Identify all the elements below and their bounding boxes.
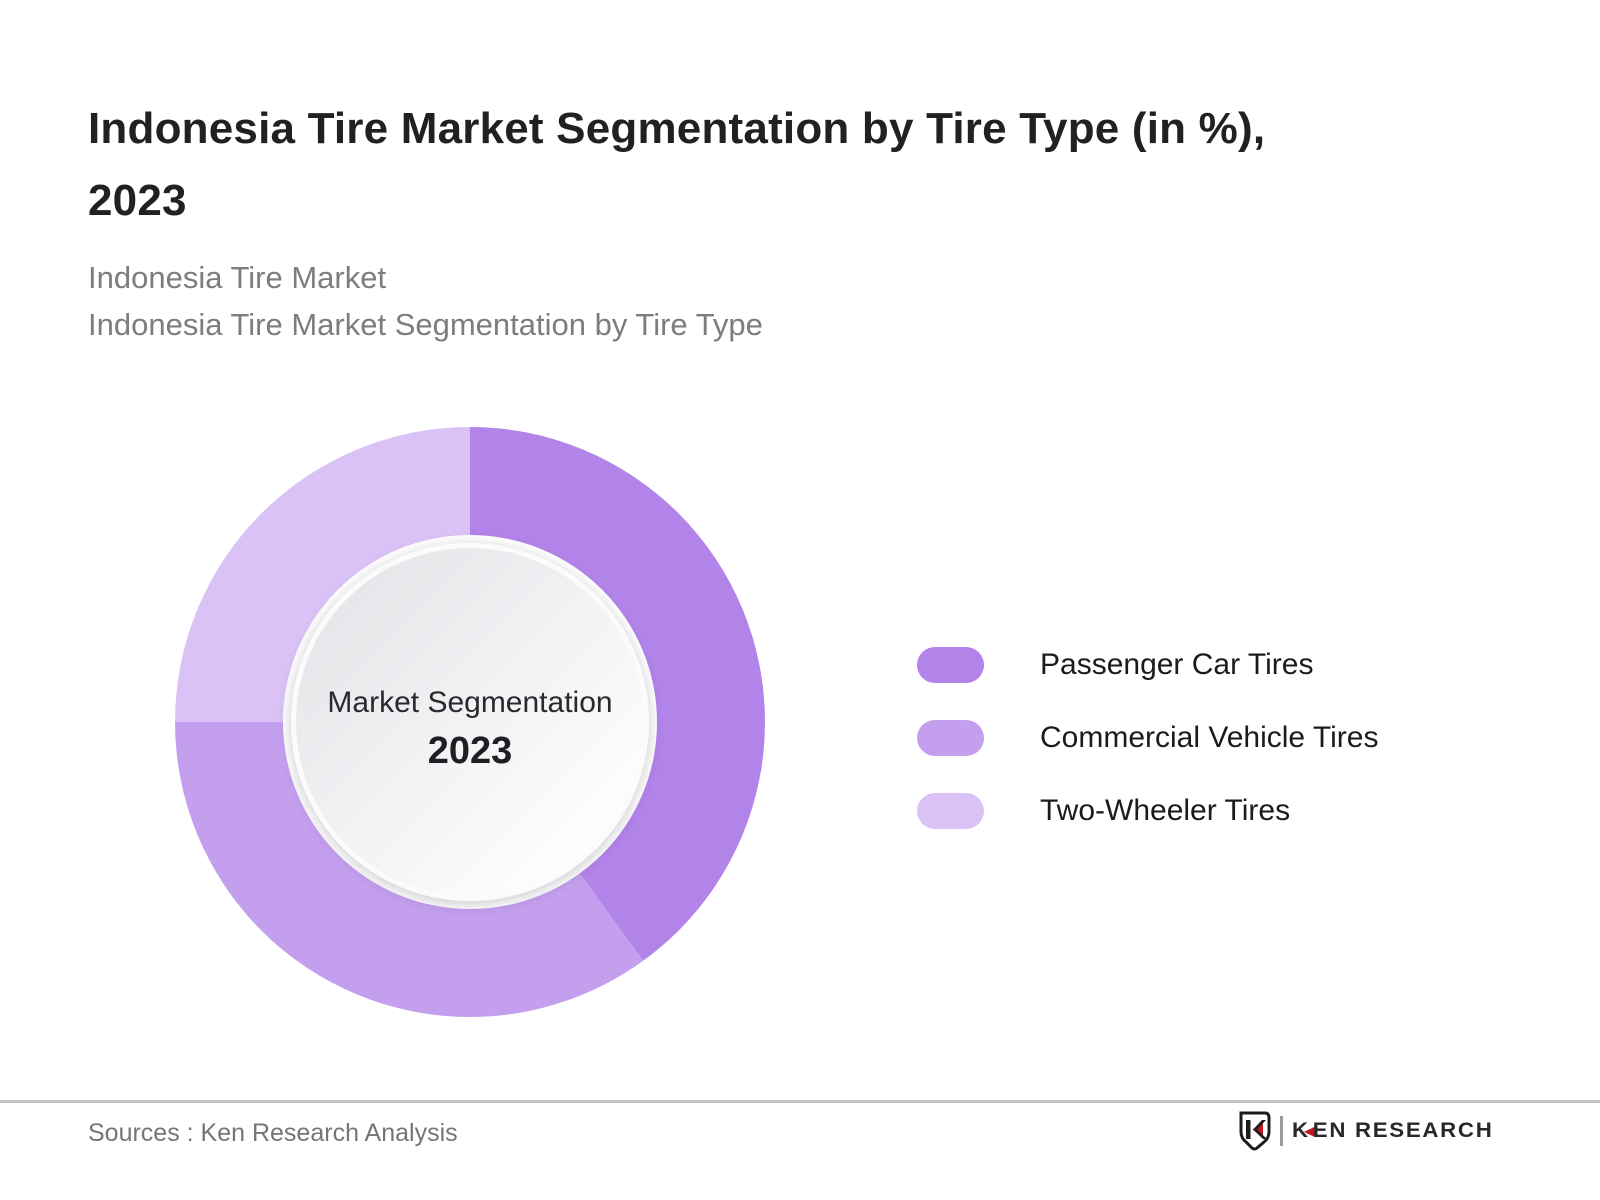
source-note: Sources : Ken Research Analysis xyxy=(88,1119,458,1147)
donut-chart: Market Segmentation 2023 xyxy=(175,427,765,1017)
chart-subtitle-line1: Indonesia Tire Market xyxy=(88,260,387,295)
logo-divider-bar xyxy=(1279,1116,1283,1146)
chart-legend: Passenger Car Tires Commercial Vehicle T… xyxy=(917,647,1378,829)
red-triangle-icon: ◀ xyxy=(1304,1124,1316,1138)
page-title-line1: Indonesia Tire Market Segmentation by Ti… xyxy=(88,104,1266,154)
legend-label: Two-Wheeler Tires xyxy=(1040,794,1291,827)
footer-divider xyxy=(0,1100,1600,1103)
ken-research-wordmark: K ◀ EN RESEARCH xyxy=(1292,1119,1493,1143)
wordmark-k: K xyxy=(1291,1119,1310,1142)
ken-research-logo: K ◀ EN RESEARCH xyxy=(1237,1110,1492,1152)
legend-swatch-icon xyxy=(917,720,984,756)
legend-item-passenger-car-tires: Passenger Car Tires xyxy=(917,647,1378,683)
legend-label: Passenger Car Tires xyxy=(1040,648,1314,681)
chart-subtitle-line2: Indonesia Tire Market Segmentation by Ti… xyxy=(88,307,763,342)
donut-center-label: Market Segmentation xyxy=(327,685,613,719)
chart-subtitle: Indonesia Tire Market Indonesia Tire Mar… xyxy=(88,254,1288,348)
legend-item-commercial-vehicle-tires: Commercial Vehicle Tires xyxy=(917,720,1378,756)
legend-label: Commercial Vehicle Tires xyxy=(1040,721,1379,754)
legend-item-two-wheeler-tires: Two-Wheeler Tires xyxy=(917,793,1378,829)
donut-center-disc: Market Segmentation 2023 xyxy=(291,543,649,901)
page-title: Indonesia Tire Market Segmentation by Ti… xyxy=(88,93,1518,237)
legend-swatch-icon xyxy=(917,793,984,829)
donut-center-year: 2023 xyxy=(427,729,513,772)
wordmark-rest: EN RESEARCH xyxy=(1312,1119,1494,1142)
ken-research-shield-icon xyxy=(1239,1111,1271,1151)
page-title-line2: 2023 xyxy=(88,176,187,226)
legend-swatch-icon xyxy=(917,647,984,683)
